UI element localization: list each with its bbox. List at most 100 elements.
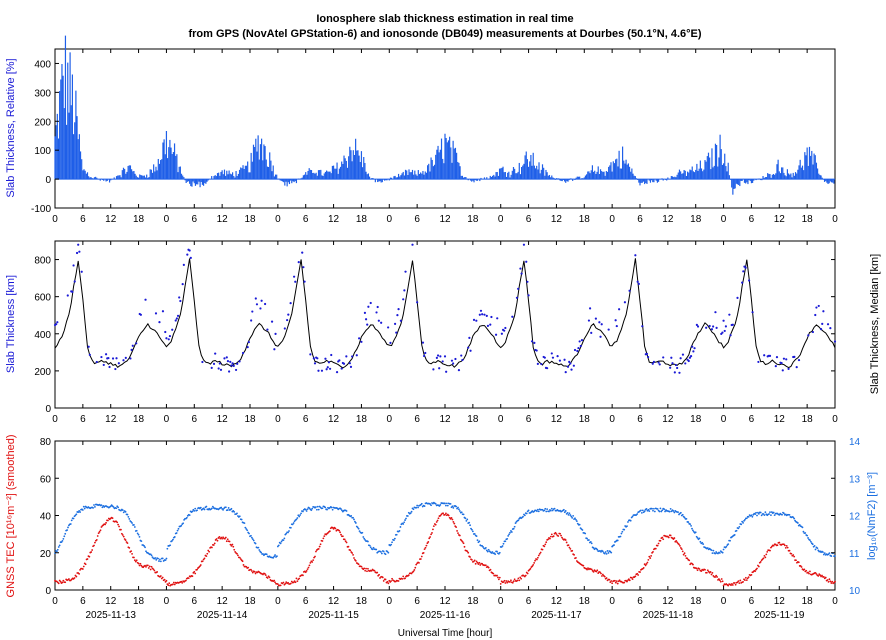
tec-point [628, 579, 631, 582]
tec-point [764, 556, 767, 559]
observed-point [179, 299, 182, 303]
observed-point [223, 357, 226, 360]
x-tick-label: 12 [328, 596, 340, 607]
observed-point [175, 317, 178, 320]
observed-point [696, 325, 700, 328]
tec-point [131, 552, 133, 555]
tec-point [826, 579, 829, 581]
x-tick-label: 18 [133, 414, 145, 425]
nmf2-point [245, 528, 248, 530]
tec-point [221, 537, 224, 540]
observed-point [71, 290, 74, 294]
x-tick-label: 0 [275, 414, 281, 425]
tec-point [669, 534, 672, 537]
tec-point [497, 578, 500, 581]
nmf2-point [757, 512, 760, 515]
nmf2-point [405, 517, 407, 520]
x-tick-label: 0 [52, 596, 58, 607]
observed-point [387, 326, 390, 329]
nmf2-point [763, 514, 766, 517]
nmf2-point [510, 531, 513, 533]
nmf2-point [506, 537, 509, 540]
axis-ticks: 0 6 12 18 0 6 12 18 0 6 12 18 0 6 12 18 0 6 12 18 0 6 12 18 0 6 12… [31, 49, 861, 621]
tec-point [134, 560, 137, 563]
nmf2-point [648, 510, 651, 513]
tec-point [506, 581, 509, 584]
observed-point [744, 266, 747, 269]
tec-point [439, 514, 442, 517]
observed-point [558, 359, 562, 362]
tec-point [611, 582, 614, 585]
tec-point [680, 548, 683, 551]
nmf2-point [251, 538, 254, 541]
nmf2-point [464, 517, 467, 520]
tec-point [805, 569, 808, 572]
nmf2-point [509, 531, 511, 534]
nmf2-point [620, 532, 623, 535]
nmf2-point [62, 537, 65, 540]
observed-point [526, 280, 529, 283]
nmf2-point [575, 518, 577, 521]
nmf2-point [133, 526, 136, 528]
nmf2-point [507, 535, 510, 537]
tec-point [477, 563, 480, 565]
nmf2-point [788, 513, 791, 516]
nmf2-point [137, 533, 140, 536]
nmf2-point [203, 508, 206, 511]
observed-point [255, 303, 259, 306]
nmf2-point [117, 506, 120, 509]
tec-point [352, 553, 354, 556]
nmf2-point [756, 514, 758, 517]
nmf2-point [722, 548, 725, 551]
observed-point [714, 311, 717, 314]
tec-point [401, 577, 404, 580]
observed-point [270, 320, 274, 323]
nmf2-point [350, 515, 353, 517]
tec-point [769, 549, 771, 552]
tec-point [792, 554, 795, 556]
tec-point [539, 551, 542, 554]
nmf2-point [653, 510, 656, 513]
observed-point [88, 353, 91, 356]
tec-point [738, 582, 741, 585]
tec-point [730, 584, 732, 587]
tec-point [695, 567, 698, 570]
observed-point [247, 341, 250, 344]
nmf2-point [636, 513, 639, 515]
observed-point [178, 296, 181, 299]
tec-point [615, 580, 618, 583]
tec-point [599, 571, 601, 574]
nmf2-point [236, 512, 238, 515]
tec-point [242, 564, 245, 566]
nmf2-point [299, 514, 302, 516]
x-tick-label: 0 [721, 414, 727, 425]
observed-point [821, 322, 824, 325]
x-tick-label: 6 [303, 214, 309, 225]
tec-point [474, 562, 477, 565]
observed-point [443, 355, 447, 358]
observed-point [229, 360, 232, 363]
tec-point [318, 545, 321, 548]
nmf2-point [742, 521, 744, 524]
tec-point [706, 569, 709, 572]
panel-middle-frame [54, 240, 836, 409]
x-tick-label: 6 [192, 596, 198, 607]
nmf2-point [154, 557, 157, 559]
nmf2-point [452, 506, 455, 509]
nmf2-point [796, 522, 799, 524]
bottom-ylabel: GNSS TEC [10¹⁶m⁻²] (smoothed) [5, 435, 17, 598]
nmf2-point [272, 556, 275, 559]
observed-point [757, 360, 760, 364]
tec-point [531, 565, 534, 568]
tec-point [427, 541, 430, 543]
y-tick-label: 100 [34, 146, 51, 157]
x-tick-label: 6 [526, 414, 532, 425]
observed-point [102, 363, 105, 367]
nmf2-point [66, 529, 68, 531]
tec-point [688, 559, 691, 562]
observed-point [486, 324, 490, 327]
tec-point [533, 562, 536, 564]
observed-point [580, 338, 584, 342]
observed-point [822, 310, 825, 313]
tec-point [116, 521, 119, 524]
